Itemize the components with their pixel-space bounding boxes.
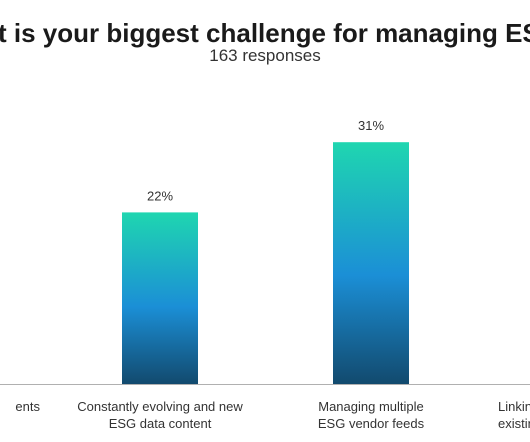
category-label-2-line-1: ESG vendor feeds bbox=[318, 416, 425, 431]
bars-group: 22% 31% bbox=[122, 118, 409, 384]
category-label-1-line-0: Constantly evolving and new bbox=[77, 399, 243, 414]
category-label-3-line-1: existin bbox=[498, 416, 530, 431]
category-labels-group: ents Constantly evolving and new ESG data … bbox=[15, 399, 530, 431]
category-label-2-line-0: Managing multiple bbox=[318, 399, 424, 414]
chart-title: t is your biggest challenge for managing… bbox=[0, 18, 530, 48]
chart-subtitle: 163 responses bbox=[209, 46, 321, 65]
category-label-0-line-0: ents bbox=[15, 399, 40, 414]
bar-1 bbox=[122, 212, 198, 384]
category-label-3-line-0: Linkin bbox=[498, 399, 530, 414]
bar-2 bbox=[333, 142, 409, 384]
value-label-1: 22% bbox=[147, 188, 173, 203]
value-label-2: 31% bbox=[358, 118, 384, 133]
category-label-1-line-1: ESG data content bbox=[109, 416, 212, 431]
